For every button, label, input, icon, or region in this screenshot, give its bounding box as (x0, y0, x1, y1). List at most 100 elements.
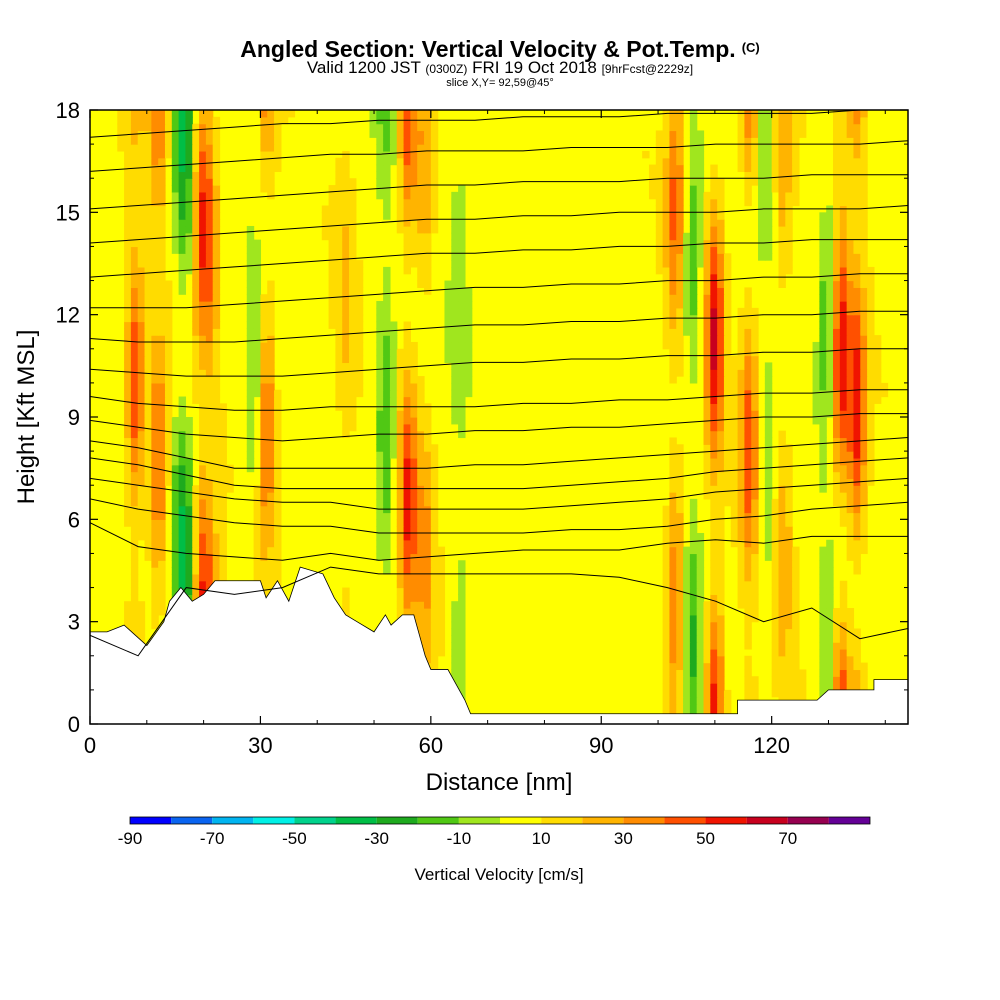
velocity-cell (717, 376, 725, 384)
velocity-cell (158, 150, 166, 159)
velocity-cell (839, 683, 848, 691)
colorbar-swatch (746, 817, 788, 824)
velocity-cell (376, 110, 384, 118)
velocity-cell (676, 294, 684, 302)
velocity-cell (246, 307, 255, 316)
velocity-cell (744, 621, 752, 630)
velocity-cell (349, 260, 357, 268)
velocity-cell (451, 321, 459, 329)
velocity-cell (723, 369, 732, 377)
velocity-cell (328, 287, 336, 295)
velocity-cell (703, 205, 711, 213)
velocity-cell (171, 212, 180, 220)
velocity-cell (737, 423, 745, 432)
velocity-cell (676, 328, 684, 336)
velocity-cell (124, 287, 132, 295)
velocity-cell (430, 512, 439, 520)
velocity-cell (130, 621, 139, 630)
velocity-cell (151, 144, 159, 152)
velocity-cell (458, 669, 466, 677)
velocity-cell (758, 219, 766, 227)
velocity-cell (349, 253, 357, 261)
velocity-cell (703, 335, 711, 343)
velocity-cell (710, 539, 718, 548)
velocity-cell (164, 382, 173, 391)
velocity-cell (662, 669, 671, 677)
velocity-cell (785, 655, 793, 664)
velocity-cell (853, 348, 861, 357)
velocity-cell (785, 246, 793, 254)
velocity-cell (205, 253, 214, 261)
velocity-cell (669, 485, 677, 493)
velocity-cell (451, 601, 459, 609)
velocity-cell (151, 594, 159, 602)
velocity-cell (335, 225, 343, 234)
velocity-cell (260, 560, 268, 568)
velocity-cell (124, 123, 132, 132)
velocity-cell (342, 348, 350, 357)
velocity-cell (689, 239, 698, 248)
velocity-cell (751, 171, 759, 179)
velocity-cell (833, 191, 841, 200)
velocity-cell (369, 130, 377, 138)
velocity-cell (430, 451, 439, 459)
velocity-cell (274, 498, 282, 507)
isentrope-line (90, 205, 908, 244)
velocity-cell (771, 669, 780, 677)
velocity-cell (833, 369, 841, 377)
velocity-cell (205, 546, 214, 555)
velocity-cell (355, 280, 364, 288)
velocity-cell (246, 239, 255, 248)
velocity-cell (867, 321, 875, 329)
velocity-cell (274, 410, 282, 418)
velocity-cell (710, 703, 718, 711)
velocity-cell (199, 437, 207, 445)
velocity-cell (785, 123, 793, 132)
velocity-cell (389, 321, 398, 329)
velocity-cell (355, 287, 364, 295)
velocity-cell (683, 689, 691, 698)
velocity-cell (151, 396, 159, 404)
velocity-cell (212, 464, 221, 473)
velocity-cell (717, 212, 725, 220)
velocity-cell (730, 471, 739, 479)
velocity-cell (376, 123, 384, 132)
velocity-cell (151, 225, 159, 234)
velocity-cell (867, 341, 875, 350)
velocity-cell (383, 512, 391, 520)
velocity-cell (717, 191, 725, 200)
velocity-cell (696, 560, 705, 568)
velocity-cell (124, 505, 132, 514)
velocity-cell (383, 314, 391, 323)
velocity-cell (662, 553, 671, 561)
velocity-cell (689, 560, 698, 568)
velocity-cell (798, 689, 807, 698)
velocity-cell (192, 144, 200, 152)
velocity-cell (833, 655, 841, 664)
velocity-cell (662, 157, 671, 166)
velocity-cell (246, 451, 255, 459)
velocity-cell (130, 560, 139, 568)
velocity-cell (396, 553, 405, 561)
velocity-cell (267, 457, 275, 466)
velocity-cell (826, 246, 834, 254)
velocity-cell (846, 389, 855, 398)
velocity-cell (396, 164, 405, 172)
velocity-cell (751, 573, 759, 582)
velocity-cell (199, 273, 207, 282)
velocity-cell (342, 287, 350, 295)
velocity-cell (676, 178, 684, 186)
velocity-cell (655, 253, 664, 261)
velocity-cell (846, 239, 855, 248)
velocity-cell (219, 423, 227, 432)
velocity-cell (737, 492, 745, 500)
velocity-cell (833, 150, 841, 159)
velocity-cell (246, 444, 255, 452)
velocity-cell (410, 150, 418, 159)
velocity-cell (328, 321, 336, 329)
velocity-cell (819, 362, 827, 370)
velocity-cell (383, 328, 391, 336)
velocity-cell (764, 553, 773, 561)
velocity-cell (860, 382, 868, 391)
velocity-cell (192, 178, 200, 186)
